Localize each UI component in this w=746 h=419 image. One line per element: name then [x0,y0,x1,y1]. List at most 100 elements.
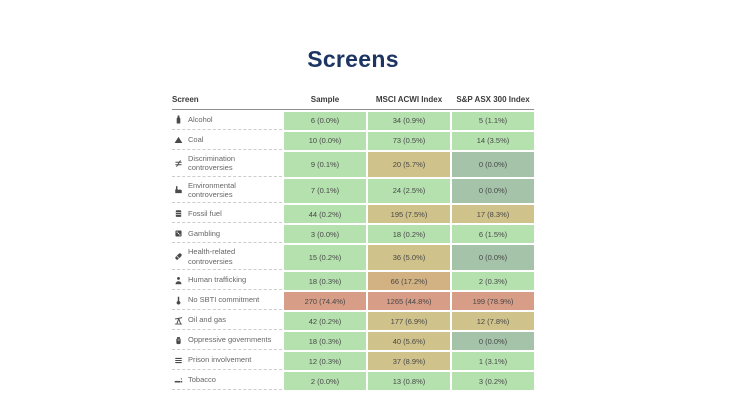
screen-label-cell: Discrimination controversies [172,152,282,177]
sp-asx-300-cell: 5 (1.1%) [452,111,534,130]
sample-cell: 12 (0.3%) [284,352,366,371]
sp-asx-300-cell: 0 (0.0%) [452,245,534,271]
screen-label-cell: Oppressive governments [172,332,282,351]
msci-acwi-cell: 177 (6.9%) [368,312,450,331]
msci-acwi-cell: 40 (5.6%) [368,332,450,351]
screen-label: Discrimination controversies [188,153,236,173]
sp-asx-300-cell: 6 (1.5%) [452,225,534,244]
screen-label: No SBTI commitment [188,295,260,305]
barrel-icon [174,209,183,218]
sp-asx-300-cell: 12 (7.8%) [452,312,534,331]
sample-cell: 44 (0.2%) [284,205,366,224]
cigarette-icon [174,376,183,385]
table-row: Oil and gas 42 (0.2%) 177 (6.9%) 12 (7.8… [172,312,534,331]
screen-label-cell: Oil and gas [172,312,282,331]
screen-label-cell: Coal [172,132,282,150]
sp-asx-300-cell: 17 (8.3%) [452,205,534,224]
column-header-sp-asx-300: S&P ASX 300 Index [456,95,530,104]
sample-cell: 7 (0.1%) [284,178,366,204]
screen-label: Tobacco [188,375,216,385]
msci-acwi-cell: 1265 (44.8%) [368,292,450,311]
screen-label: Health-related controversies [188,247,236,266]
msci-acwi-cell: 20 (5.7%) [368,151,450,177]
screen-label: Oppressive governments [188,335,272,345]
sp-asx-300-cell: 0 (0.0%) [452,332,534,351]
screen-label-cell: Environmental controversies [172,179,282,204]
table-row: Coal 10 (0.0%) 73 (0.5%) 14 (3.5%) [172,131,534,150]
thermometer-icon [174,296,183,305]
screen-label-cell: Human trafficking [172,272,282,291]
msci-acwi-cell: 34 (0.9%) [368,111,450,130]
factory-icon [174,185,183,194]
msci-acwi-cell: 66 (17.2%) [368,272,450,291]
sample-cell: 10 (0.0%) [284,131,366,150]
msci-acwi-cell: 24 (2.5%) [368,178,450,204]
coal-icon [174,135,183,144]
person-icon [174,276,183,285]
pumpjack-icon [174,316,183,325]
sample-cell: 2 (0.0%) [284,372,366,391]
column-header-screen: Screen [172,95,199,104]
screens-table: Screen Sample MSCI ACWI Index S&P ASX 30… [172,95,534,391]
screen-label: Coal [188,135,204,145]
sp-asx-300-cell: 0 (0.0%) [452,151,534,177]
table-body: Alcohol 6 (0.0%) 34 (0.9%) 5 (1.1%) Coal… [172,111,534,391]
msci-acwi-cell: 36 (5.0%) [368,245,450,271]
bars-icon [174,356,183,365]
page-title: Screens [307,46,399,72]
sample-cell: 6 (0.0%) [284,111,366,130]
table-row: Gambling 3 (0.0%) 18 (0.2%) 6 (1.5%) [172,225,534,244]
sample-cell: 270 (74.4%) [284,292,366,311]
screen-label: Alcohol [188,115,213,125]
screen-label-cell: Tobacco [172,372,282,391]
sample-cell: 18 (0.3%) [284,332,366,351]
table-row: Prison involvement 12 (0.3%) 37 (8.9%) 1… [172,352,534,371]
table-row: Oppressive governments 18 (0.3%) 40 (5.6… [172,332,534,351]
msci-acwi-cell: 13 (0.8%) [368,372,450,391]
table-row: No SBTI commitment 270 (74.4%) 1265 (44.… [172,292,534,311]
sp-asx-300-cell: 3 (0.2%) [452,372,534,391]
msci-acwi-cell: 195 (7.5%) [368,205,450,224]
screen-label-cell: Alcohol [172,112,282,130]
scales-icon [174,159,183,168]
pill-icon [174,252,183,261]
screen-label: Prison involvement [188,355,252,365]
table-row: Tobacco 2 (0.0%) 13 (0.8%) 3 (0.2%) [172,372,534,391]
sample-cell: 42 (0.2%) [284,312,366,331]
screen-label-cell: Prison involvement [172,352,282,371]
sp-asx-300-cell: 14 (3.5%) [452,131,534,150]
report-content: Screens Screen Sample MSCI ACWI Index S&… [172,46,534,392]
table-row: Health-related controversies 15 (0.2%) 3… [172,245,534,271]
table-row: Human trafficking 18 (0.3%) 66 (17.2%) 2… [172,272,534,291]
column-header-msci-acwi: MSCI ACWI Index [375,95,443,104]
table-row: Fossil fuel 44 (0.2%) 195 (7.5%) 17 (8.3… [172,205,534,224]
table-row: Discrimination controversies 9 (0.1%) 20… [172,151,534,177]
msci-acwi-cell: 73 (0.5%) [368,131,450,150]
screen-label: Fossil fuel [188,208,222,218]
column-header-sample: Sample [310,95,340,104]
screen-label-cell: No SBTI commitment [172,292,282,311]
dice-icon [174,229,183,238]
screen-label: Environmental controversies [188,180,236,199]
sample-cell: 18 (0.3%) [284,272,366,291]
table-row: Alcohol 6 (0.0%) 34 (0.9%) 5 (1.1%) [172,111,534,130]
sp-asx-300-cell: 1 (3.1%) [452,352,534,371]
msci-acwi-cell: 37 (8.9%) [368,352,450,371]
fist-icon [174,336,183,345]
screen-label: Human trafficking [188,275,247,285]
sp-asx-300-cell: 0 (0.0%) [452,178,534,204]
sp-asx-300-cell: 2 (0.3%) [452,272,534,291]
screen-label: Gambling [188,228,221,238]
screen-label-cell: Gambling [172,225,282,244]
sample-cell: 15 (0.2%) [284,245,366,271]
table-header-row: Screen Sample MSCI ACWI Index S&P ASX 30… [172,95,534,110]
sample-cell: 9 (0.1%) [284,151,366,177]
sample-cell: 3 (0.0%) [284,225,366,244]
bottle-icon [174,115,183,124]
sp-asx-300-cell: 199 (78.9%) [452,292,534,311]
screen-label-cell: Fossil fuel [172,205,282,224]
screen-label: Oil and gas [188,315,226,325]
screen-label-cell: Health-related controversies [172,245,282,271]
msci-acwi-cell: 18 (0.2%) [368,225,450,244]
